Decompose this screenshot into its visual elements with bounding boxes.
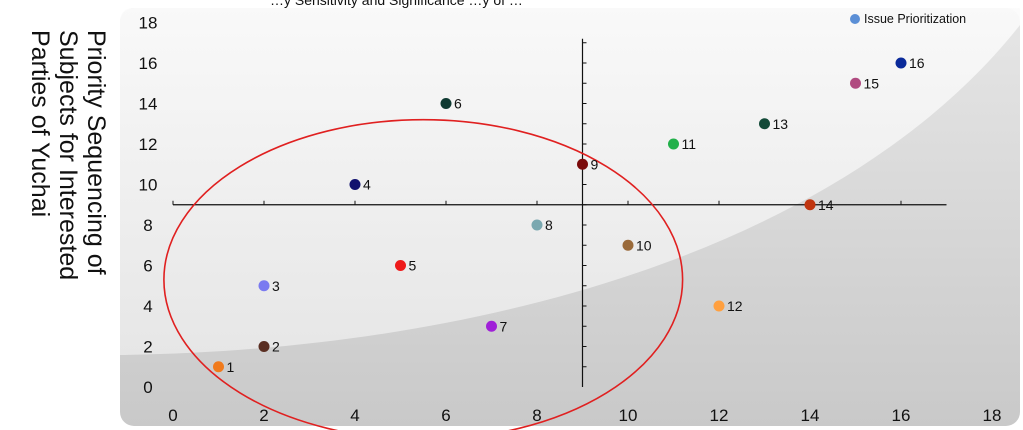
data-point-3: 3 — [258, 278, 280, 294]
y-tick-label: 14 — [139, 95, 158, 114]
y-axis-label-line-2: Subjects for Interested — [54, 30, 82, 280]
y-tick-label: 6 — [143, 257, 152, 276]
point-marker — [486, 320, 497, 332]
point-label: 13 — [773, 116, 789, 132]
x-tick-label: 2 — [259, 406, 268, 425]
x-tick-label: 8 — [532, 406, 541, 425]
data-point-9: 9 — [577, 156, 599, 172]
y-tick-label: 8 — [143, 216, 152, 235]
x-tick-label: 10 — [619, 406, 638, 425]
data-point-1: 1 — [213, 359, 235, 375]
point-label: 12 — [727, 298, 743, 314]
y-tick-label: 18 — [139, 14, 158, 33]
legend-label: Issue Prioritization — [864, 12, 966, 26]
point-marker — [668, 138, 679, 150]
point-label: 9 — [591, 156, 599, 172]
data-point-13: 13 — [759, 116, 788, 132]
point-marker — [213, 361, 224, 373]
data-point-7: 7 — [486, 318, 508, 334]
y-tick-label: 4 — [143, 297, 152, 316]
point-marker — [395, 260, 406, 271]
highlight-ellipse — [163, 118, 684, 430]
legend: Issue Prioritization — [850, 12, 966, 26]
background-sweep — [120, 8, 1020, 355]
annotations — [163, 118, 684, 430]
point-label: 3 — [272, 278, 280, 294]
point-marker — [759, 118, 770, 130]
point-label: 15 — [864, 75, 880, 91]
data-point-2: 2 — [258, 339, 280, 355]
legend-marker — [850, 14, 860, 24]
data-point-12: 12 — [713, 298, 743, 314]
point-marker — [895, 57, 907, 69]
data-point-8: 8 — [531, 217, 553, 233]
x-tick-label: 14 — [801, 406, 820, 425]
point-marker — [349, 179, 361, 190]
x-tick-label: 0 — [168, 406, 177, 425]
x-tick-label: 18 — [983, 406, 1002, 425]
data-point-4: 4 — [349, 177, 371, 193]
data-point-15: 15 — [850, 75, 879, 91]
point-marker — [850, 77, 861, 89]
y-tick-label: 12 — [139, 135, 158, 154]
data-point-14: 14 — [804, 197, 834, 213]
point-label: 6 — [454, 96, 462, 112]
point-label: 7 — [500, 318, 508, 334]
data-point-6: 6 — [440, 96, 462, 112]
y-axis-label-line-3: Parties of Yuchai — [26, 30, 54, 217]
point-label: 8 — [545, 217, 553, 233]
y-tick-label: 10 — [139, 176, 158, 195]
y-tick-label: 0 — [143, 378, 152, 397]
point-label: 1 — [227, 359, 235, 375]
point-label: 5 — [409, 258, 417, 274]
point-marker — [440, 98, 452, 109]
data-point-10: 10 — [622, 237, 652, 253]
chart-title: …y Sensitivity and Significance …y of … — [270, 0, 523, 8]
data-point-11: 11 — [668, 136, 696, 152]
y-tick-label: 16 — [139, 54, 158, 73]
point-marker — [713, 300, 725, 312]
data-point-16: 16 — [895, 55, 925, 71]
y-axis-label: Priority Sequencing of Subjects for Inte… — [26, 30, 110, 280]
point-label: 16 — [909, 55, 925, 71]
point-label: 14 — [818, 197, 834, 213]
y-axis-label-line-1: Priority Sequencing of — [82, 30, 110, 275]
x-tick-label: 4 — [350, 406, 359, 425]
point-marker — [804, 199, 816, 211]
point-marker — [577, 158, 588, 170]
data-point-5: 5 — [395, 258, 417, 274]
point-marker — [258, 280, 270, 292]
x-tick-label: 16 — [892, 406, 911, 425]
point-marker — [622, 239, 634, 251]
x-tick-label: 6 — [441, 406, 450, 425]
y-tick-label: 2 — [143, 338, 152, 357]
x-tick-label: 12 — [710, 406, 729, 425]
point-label: 11 — [682, 136, 697, 152]
point-label: 2 — [272, 339, 280, 355]
point-label: 10 — [636, 237, 652, 253]
point-label: 4 — [363, 177, 371, 193]
point-marker — [258, 341, 270, 352]
point-marker — [531, 219, 543, 231]
